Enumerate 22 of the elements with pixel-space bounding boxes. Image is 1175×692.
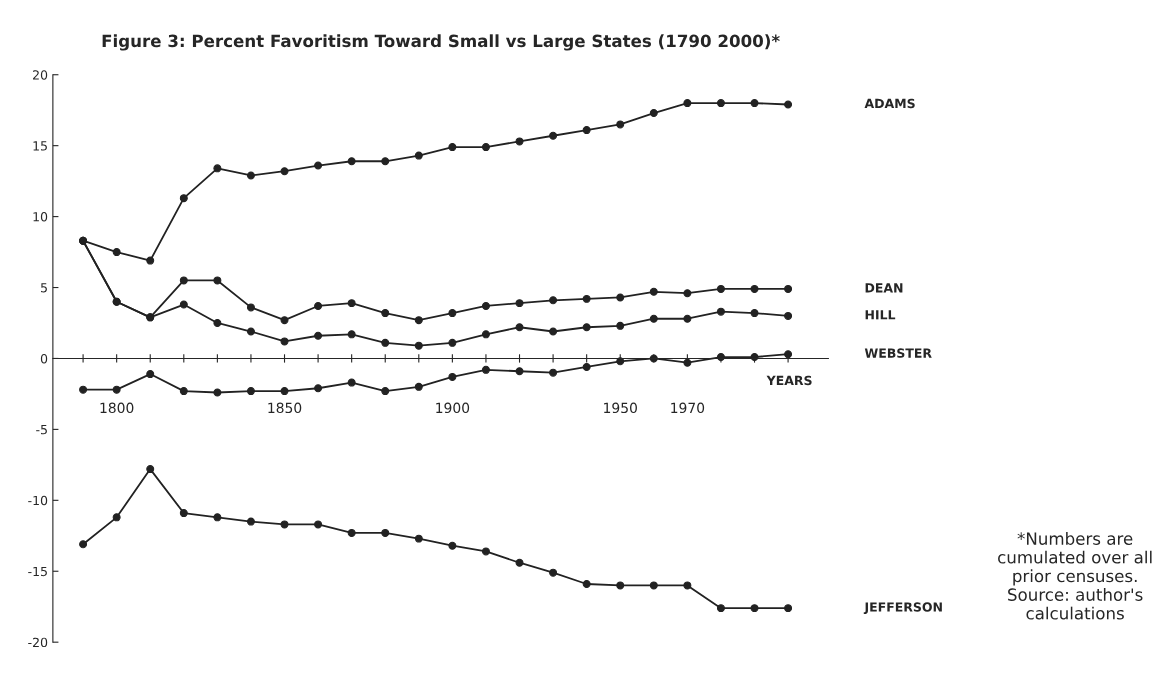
y-tick-label: -20 xyxy=(28,637,48,648)
x-tick-label: 1800 xyxy=(100,402,134,414)
y-tick-label: -10 xyxy=(28,495,48,506)
y-tick-label: 15 xyxy=(33,141,47,151)
text: WEBSTER xyxy=(864,348,932,358)
x-tick-label: 1970 xyxy=(671,402,705,414)
text: *Numbers are cumulated over all prior censuses. Source: author's calculations xyxy=(998,532,1152,620)
text: JEFFERSON xyxy=(863,602,942,615)
y-tick-label: 5 xyxy=(41,283,47,293)
y-tick-label: -5 xyxy=(36,425,47,435)
y-tick-label: 0 xyxy=(40,353,48,364)
text: DEAN xyxy=(865,283,903,293)
y-tick-label: 20 xyxy=(33,70,48,80)
y-tick-label: -15 xyxy=(28,566,47,577)
text: HILL xyxy=(865,310,896,320)
y-tick-label: 10 xyxy=(33,212,48,222)
x-tick-label: 1850 xyxy=(268,402,302,414)
chart-title: Figure 3: Percent Favoritism Toward Small vs Large States (1790 2000)* xyxy=(102,34,780,51)
x-tick-label: 1900 xyxy=(436,402,470,414)
text: ADAMS xyxy=(864,98,915,109)
x-tick-label: 1950 xyxy=(604,402,637,414)
x-axis-title: YEARS xyxy=(766,375,812,386)
